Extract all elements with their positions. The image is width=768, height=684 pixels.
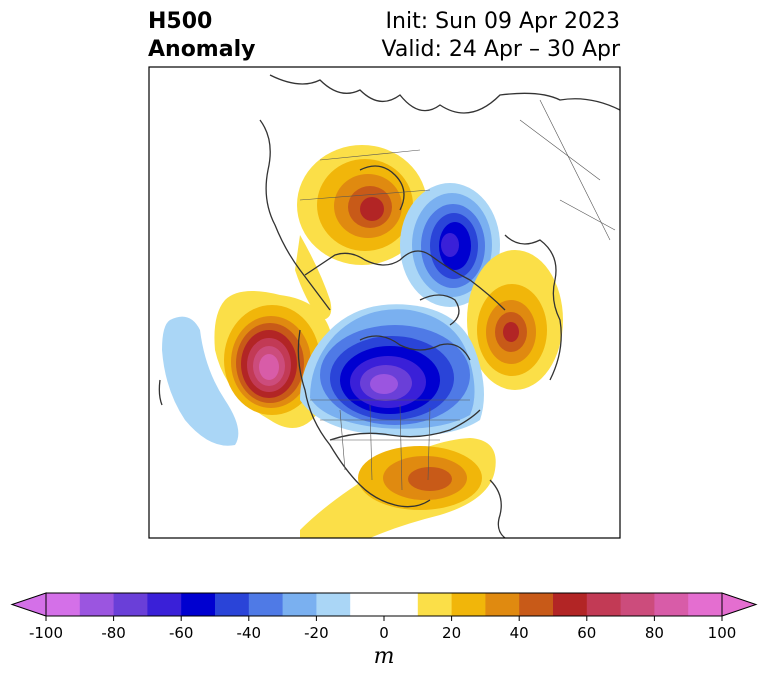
anomaly-map xyxy=(148,66,621,539)
colorbar-bin xyxy=(215,593,250,616)
pacific-ridge xyxy=(214,291,332,428)
variable-label: H500 xyxy=(148,9,213,34)
colorbar-bin xyxy=(654,593,689,616)
field-label: Anomaly xyxy=(148,37,256,62)
colorbar-bins xyxy=(10,592,758,617)
colorbar-bin xyxy=(620,593,655,616)
title-left: H500 Anomaly xyxy=(148,8,255,64)
map-frame xyxy=(148,66,621,539)
colorbar-bin xyxy=(688,593,723,616)
colorbar-bin xyxy=(113,593,148,616)
colorbar-extend-high xyxy=(721,592,758,617)
colorbar-bin xyxy=(350,593,419,616)
canada-trough xyxy=(300,304,484,436)
pacific-trough xyxy=(162,316,239,446)
colorbar-tick-label: -40 xyxy=(237,624,262,642)
colorbar-bin xyxy=(451,593,486,616)
colorbar-bin xyxy=(485,593,520,616)
colorbar-tick-label: 60 xyxy=(577,624,596,642)
colorbar-tick-label: -60 xyxy=(169,624,194,642)
colorbar-tick-label: -20 xyxy=(304,624,329,642)
colorbar-bin xyxy=(79,593,115,616)
southeast-ridge xyxy=(300,438,496,538)
colorbar: -100 -80 -60 -40 -20 0 20 40 60 80 100 xyxy=(10,592,758,642)
colorbar-tick-label: 100 xyxy=(708,624,737,642)
colorbar-ticks: -100 -80 -60 -40 -20 0 20 40 60 80 100 xyxy=(29,616,736,642)
colorbar-bin xyxy=(248,593,284,616)
colorbar-tick-label: 20 xyxy=(442,624,461,642)
colorbar-units: m xyxy=(373,644,395,669)
valid-label: Valid: 24 Apr – 30 Apr xyxy=(381,37,621,62)
colorbar-tick-label: 0 xyxy=(379,624,389,642)
colorbar-bin xyxy=(316,593,351,616)
atlantic-ridge xyxy=(467,250,563,390)
colorbar-bin xyxy=(553,593,588,616)
colorbar-bin xyxy=(282,593,317,616)
colorbar-bin xyxy=(519,593,554,616)
colorbar-bin xyxy=(181,593,216,616)
arctic-trough xyxy=(400,183,500,307)
anomaly-fields xyxy=(162,145,563,538)
colorbar-bin xyxy=(46,593,81,616)
title-right: Init: Sun 09 Apr 2023 Valid: 24 Apr – 30… xyxy=(382,8,621,64)
colorbar-tick-label: -80 xyxy=(101,624,126,642)
init-label: Init: Sun 09 Apr 2023 xyxy=(385,9,620,34)
colorbar-bin xyxy=(417,593,453,616)
colorbar-bin xyxy=(586,593,622,616)
colorbar-tick-label: -100 xyxy=(29,624,63,642)
colorbar-extend-low xyxy=(10,592,47,617)
colorbar-tick-label: 80 xyxy=(645,624,664,642)
colorbar-tick-label: 40 xyxy=(510,624,529,642)
colorbar-bin xyxy=(147,593,182,616)
borders xyxy=(299,99,616,491)
